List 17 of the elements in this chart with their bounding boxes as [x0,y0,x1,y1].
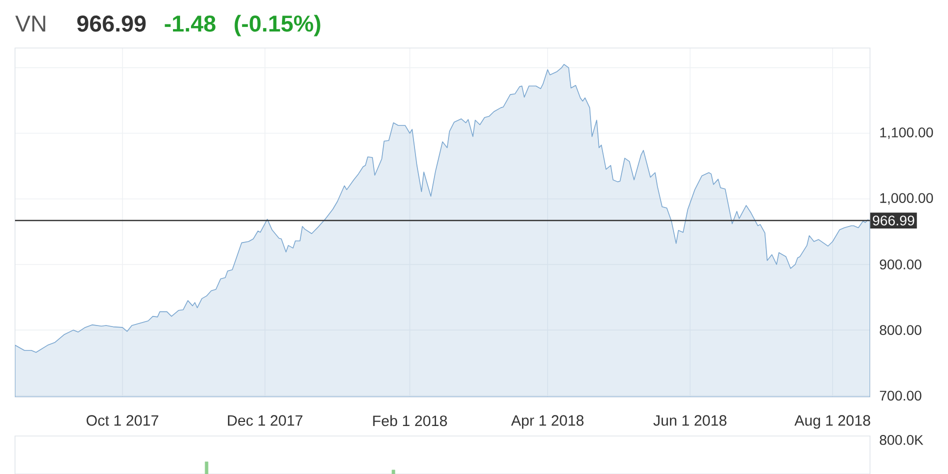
text: -1.48 [164,15,216,32]
y-tick-label: 900.00 [880,260,922,270]
text: 800.0K [880,435,924,445]
y-tick-label: 800.00 [880,325,922,336]
y-tick-label: 1,100.00 [880,127,933,140]
x-tick-label: Oct 1 2017 [86,415,158,426]
x-tick-label: Dec 1 2017 [228,415,302,426]
x-tick-label: Jun 1 2018 [653,415,726,426]
y-tick-label: 1,000.00 [880,193,933,205]
chart-subtitle: 966.99 [77,15,146,32]
ref-line-label: 966.99 [872,216,914,226]
chart-title: VN [15,16,46,32]
x-tick-label: Feb 1 2018 [373,415,447,426]
y-tick-label: 700.00 [880,390,922,401]
text: (-0.15%) [234,14,320,36]
x-tick-label: Apr 1 2018 [511,415,584,429]
x-tick-label: Aug 1 2018 [794,415,870,429]
